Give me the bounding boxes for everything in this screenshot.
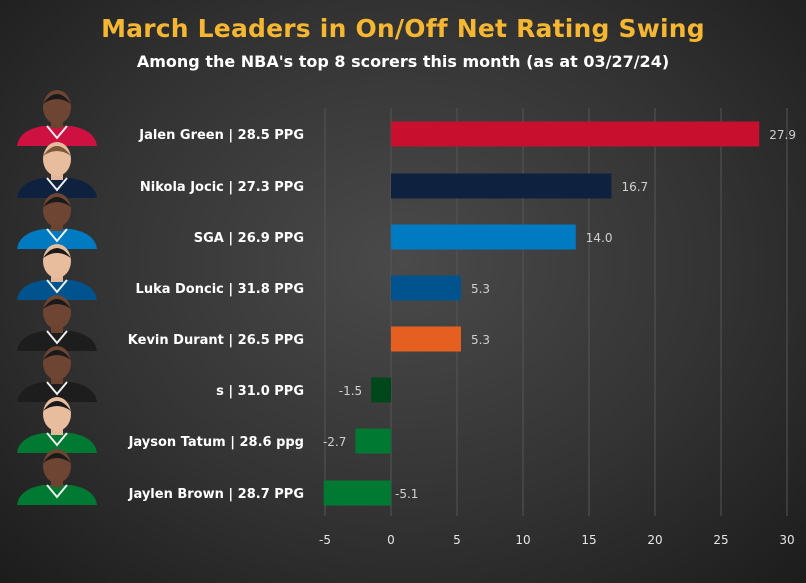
- category-label: Jayson Tatum | 28.6 ppg: [128, 435, 304, 450]
- value-label: -1.5: [339, 384, 362, 398]
- hair-shape: [43, 94, 71, 104]
- x-tick-label: 5: [453, 533, 461, 547]
- value-label: -2.7: [323, 435, 346, 449]
- player-headshot-sga: [17, 193, 97, 249]
- chart-subtitle: Among the NBA's top 8 scorers this month…: [136, 52, 670, 71]
- value-label: 5.3: [471, 282, 490, 296]
- player-headshot-luka-doncic: [17, 244, 97, 300]
- player-headshot-jayson-tatum: [17, 397, 97, 453]
- hair-shape: [43, 197, 71, 207]
- x-tick-label: 30: [779, 533, 794, 547]
- category-label: SGA | 26.9 PPG: [194, 231, 304, 246]
- jersey-collar: [46, 330, 68, 345]
- chart-title: March Leaders in On/Off Net Rating Swing: [101, 14, 705, 43]
- jersey-collar: [46, 484, 68, 499]
- bar: [391, 173, 612, 199]
- headshots: [17, 90, 97, 505]
- value-labels: 27.9 16.7 14.0 5.3 5.3 -1.5 -2.7 -5.1: [323, 128, 796, 501]
- player-headshot-giannis: [17, 346, 97, 402]
- gridlines: [324, 108, 788, 516]
- jersey-collar: [46, 125, 68, 140]
- category-label: s | 31.0 PPG: [216, 384, 304, 399]
- value-label: 14.0: [586, 231, 613, 245]
- jersey-shape: [17, 331, 97, 351]
- value-label: -5.1: [395, 487, 418, 501]
- hair-shape: [43, 299, 71, 309]
- jersey-shape: [17, 280, 97, 300]
- hair-shape: [43, 248, 71, 258]
- value-label: 16.7: [621, 180, 648, 194]
- bar: [371, 377, 391, 403]
- category-label: Nikola Jocic | 27.3 PPG: [140, 180, 304, 195]
- jersey-shape: [17, 433, 97, 453]
- bar: [355, 428, 391, 454]
- jersey-collar: [46, 177, 68, 192]
- x-tick-label: 10: [515, 533, 530, 547]
- jersey-shape: [17, 178, 97, 198]
- x-tick-label: 15: [581, 533, 596, 547]
- x-axis-ticks: -5 0 5 10 15 20 25 30: [319, 533, 795, 547]
- category-label: Kevin Durant | 26.5 PPG: [128, 333, 304, 348]
- hair-shape: [43, 453, 71, 463]
- hair-shape: [43, 401, 71, 411]
- jersey-shape: [17, 126, 97, 146]
- value-label: 27.9: [769, 128, 796, 142]
- category-label: Luka Doncic | 31.8 PPG: [136, 282, 304, 297]
- x-tick-label: 20: [647, 533, 662, 547]
- jersey-shape: [17, 485, 97, 505]
- bar: [391, 121, 760, 147]
- player-headshot-nikola-jokic: [17, 142, 97, 198]
- bar: [391, 224, 576, 250]
- category-label: Jaylen Brown | 28.7 PPG: [128, 487, 304, 502]
- bars: [323, 121, 760, 506]
- jersey-collar: [46, 279, 68, 294]
- bar: [391, 275, 461, 301]
- player-headshot-jaylen-brown: [17, 449, 97, 505]
- x-tick-label: 0: [387, 533, 395, 547]
- x-tick-label: 25: [713, 533, 728, 547]
- x-tick-label: -5: [319, 533, 331, 547]
- value-label: 5.3: [471, 333, 490, 347]
- jersey-shape: [17, 382, 97, 402]
- jersey-collar: [46, 432, 68, 447]
- jersey-collar: [46, 228, 68, 243]
- jersey-collar: [46, 381, 68, 396]
- bar: [391, 326, 461, 352]
- jersey-shape: [17, 229, 97, 249]
- player-headshot-jalen-green: [17, 90, 97, 146]
- category-labels: Jalen Green | 28.5 PPG Nikola Jocic | 27.…: [128, 128, 304, 502]
- category-label: Jalen Green | 28.5 PPG: [138, 128, 304, 143]
- hair-shape: [43, 350, 71, 360]
- player-headshot-kevin-durant: [17, 295, 97, 351]
- hair-shape: [43, 146, 71, 156]
- bar: [323, 480, 391, 506]
